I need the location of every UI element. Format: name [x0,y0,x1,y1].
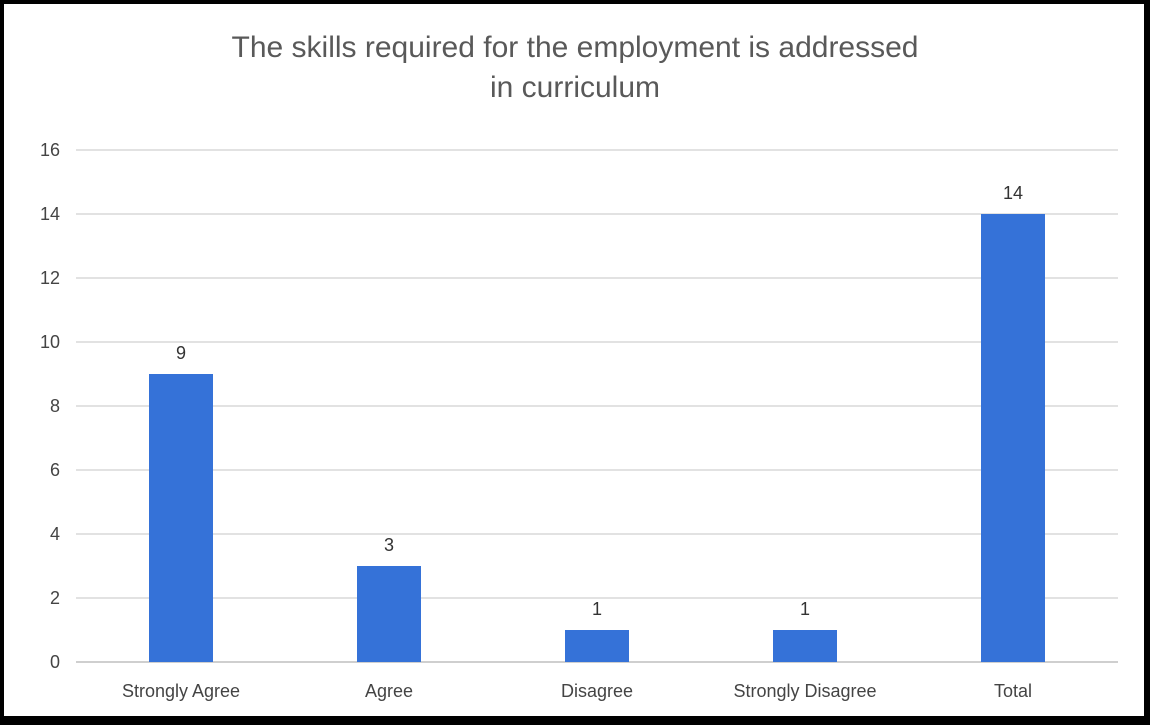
data-label: 3 [384,535,394,555]
x-tick-label: Strongly Agree [122,681,240,701]
x-tick-label: Disagree [561,681,633,701]
bar-strongly-agree [149,374,213,662]
data-label: 1 [592,599,602,619]
y-tick-label: 2 [50,588,60,608]
bar-strongly-disagree [773,630,837,662]
gridlines [76,149,1118,663]
data-labels: 9 3 1 1 14 [176,183,1023,619]
x-axis-ticks: Strongly Agree Agree Disagree Strongly Disa… [122,681,1032,701]
y-tick-label: 10 [40,332,60,352]
y-axis-ticks: 0 2 4 6 8 10 12 14 16 [40,140,60,672]
data-label: 1 [800,599,810,619]
y-tick-label: 8 [50,396,60,416]
bar-disagree [565,630,629,662]
x-tick-label: Total [994,681,1032,701]
x-tick-label: Agree [365,681,413,701]
y-tick-label: 4 [50,524,60,544]
data-label: 14 [1003,183,1023,203]
y-tick-label: 16 [40,140,60,160]
y-tick-label: 6 [50,460,60,480]
bar-total [981,214,1045,662]
y-tick-label: 12 [40,268,60,288]
chart-title: The skills required for the employment i… [231,31,919,104]
x-tick-label: Strongly Disagree [733,681,876,701]
y-tick-label: 14 [40,204,60,224]
y-tick-label: 0 [50,652,60,672]
bars [149,214,1045,662]
bar-agree [357,566,421,662]
data-label: 9 [176,343,186,363]
